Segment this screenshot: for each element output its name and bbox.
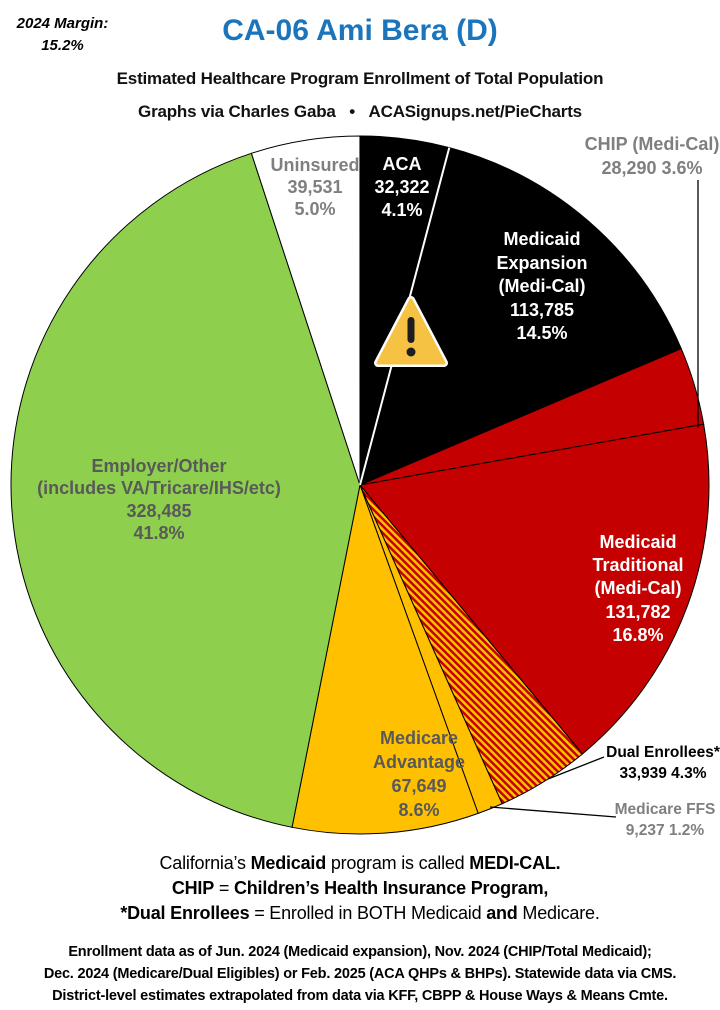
label-line: 328,485 xyxy=(126,500,192,521)
dual-enrollees-leader-line xyxy=(547,756,605,780)
label-line: 113,785 xyxy=(509,299,575,320)
pie-slices xyxy=(10,135,710,835)
label-line: 9,237 1.2% xyxy=(625,822,705,839)
margin-note-label: 2024 Margin: xyxy=(16,15,109,32)
label-line: 32,322 xyxy=(374,177,430,197)
label-line: 33,939 4.3% xyxy=(619,765,707,782)
text-run: MEDI-CAL. xyxy=(469,853,561,873)
label-line: Uninsured xyxy=(270,155,360,175)
label-line: Traditional xyxy=(592,555,684,576)
label-line: Dual Enrollees* xyxy=(606,744,720,761)
medicare-ffs-leader-line xyxy=(489,806,617,818)
slice-label-medicaid-traditional: Medicaid Traditional (Medi-Cal) 131,782 … xyxy=(592,531,683,647)
label-line: 5.0% xyxy=(294,199,336,219)
label-line: Medicare xyxy=(379,728,459,748)
exclamation-dot xyxy=(406,347,416,357)
medicaid-name-note: California’s Medicaid program is called … xyxy=(0,851,720,876)
label-line: Medicaid xyxy=(503,229,581,249)
dual-enrollees-definition-note: *Dual Enrollees = Enrolled in BOTH Medic… xyxy=(0,901,720,926)
slice-label-medicare-advantage: Medicare Advantage 67,649 8.6% xyxy=(373,726,465,822)
label-line: Employer/Other xyxy=(91,456,227,476)
text-run: program is called xyxy=(326,853,470,873)
data-source-note: Enrollment data as of Jun. 2024 (Medicai… xyxy=(0,941,720,1007)
slice-label-employer-other: Employer/Other (includes VA/Tricare/IHS/… xyxy=(37,455,281,544)
label-line: CHIP (Medi-Cal) xyxy=(584,134,720,154)
pie-slice-medicare-advantage xyxy=(291,483,479,835)
pie-slice-medicaid-expansion xyxy=(359,146,682,486)
text-run: Medicaid xyxy=(250,853,327,873)
exclamation-bar xyxy=(407,317,415,343)
warning-icon xyxy=(374,296,448,367)
pie-slice-uninsured xyxy=(250,135,361,486)
label-line: 28,290 3.6% xyxy=(601,157,703,178)
slice-label-chip: CHIP (Medi-Cal) 28,290 3.6% xyxy=(585,133,720,180)
text-run: *Dual Enrollees xyxy=(120,903,250,923)
text-run: Children’s Health Insurance Program, xyxy=(233,878,549,898)
label-line: 4.1% xyxy=(381,200,423,220)
label-line: Medicare FFS xyxy=(614,801,716,818)
text-run: and xyxy=(486,903,518,923)
label-line: 16.8% xyxy=(612,624,664,645)
label-line: 41.8% xyxy=(133,522,185,543)
footer-line: District-level estimates extrapolated fr… xyxy=(52,988,668,1004)
footer-line: Dec. 2024 (Medicare/Dual Eligibles) or F… xyxy=(43,966,677,982)
text-run: = xyxy=(214,878,234,898)
label-line: (Medi-Cal) xyxy=(498,276,586,296)
slice-label-dual-enrollees: Dual Enrollees* 33,939 4.3% xyxy=(606,742,720,784)
slice-label-aca: ACA 32,322 4.1% xyxy=(374,153,429,222)
label-line: Advantage xyxy=(372,752,466,772)
definitions-notes: California’s Medicaid program is called … xyxy=(0,851,720,926)
margin-note: 2024 Margin: 15.2% xyxy=(10,13,115,57)
label-line: ACA xyxy=(382,154,422,174)
chip-definition-note: CHIP = Children’s Health Insurance Progr… xyxy=(0,876,720,901)
label-line: Medicaid xyxy=(599,532,677,552)
label-line: 131,782 xyxy=(605,601,671,622)
pie-slice-employer-other xyxy=(10,152,361,828)
chart-subtitle: Estimated Healthcare Program Enrollment … xyxy=(116,69,604,88)
label-line: 8.6% xyxy=(398,800,440,820)
margin-note-value: 15.2% xyxy=(41,37,84,54)
slice-label-uninsured: Uninsured 39,531 5.0% xyxy=(270,154,359,220)
slice-label-medicaid-expansion: Medicaid Expansion (Medi-Cal) 113,785 14… xyxy=(496,228,587,346)
text-run: California’s xyxy=(159,853,251,873)
text-run: Medicare. xyxy=(517,903,600,923)
page-title: CA-06 Ami Bera (D) xyxy=(222,14,498,47)
label-line: Expansion xyxy=(496,252,588,273)
label-line: 67,649 xyxy=(391,776,447,796)
label-line: 39,531 xyxy=(287,177,343,197)
footer-line: Enrollment data as of Jun. 2024 (Medicai… xyxy=(68,944,652,960)
credit-line: Graphs via Charles Gaba • ACASignups.net… xyxy=(138,102,582,121)
slice-label-medicare-ffs: Medicare FFS 9,237 1.2% xyxy=(615,799,716,841)
pie-slice-medicaid-traditional xyxy=(359,423,710,755)
label-line: (Medi-Cal) xyxy=(594,578,682,599)
text-run: CHIP xyxy=(171,878,215,898)
label-line: 14.5% xyxy=(516,323,568,343)
label-line: (includes VA/Tricare/IHS/etc) xyxy=(37,478,281,499)
text-run: = Enrolled in BOTH Medicaid xyxy=(249,903,487,923)
